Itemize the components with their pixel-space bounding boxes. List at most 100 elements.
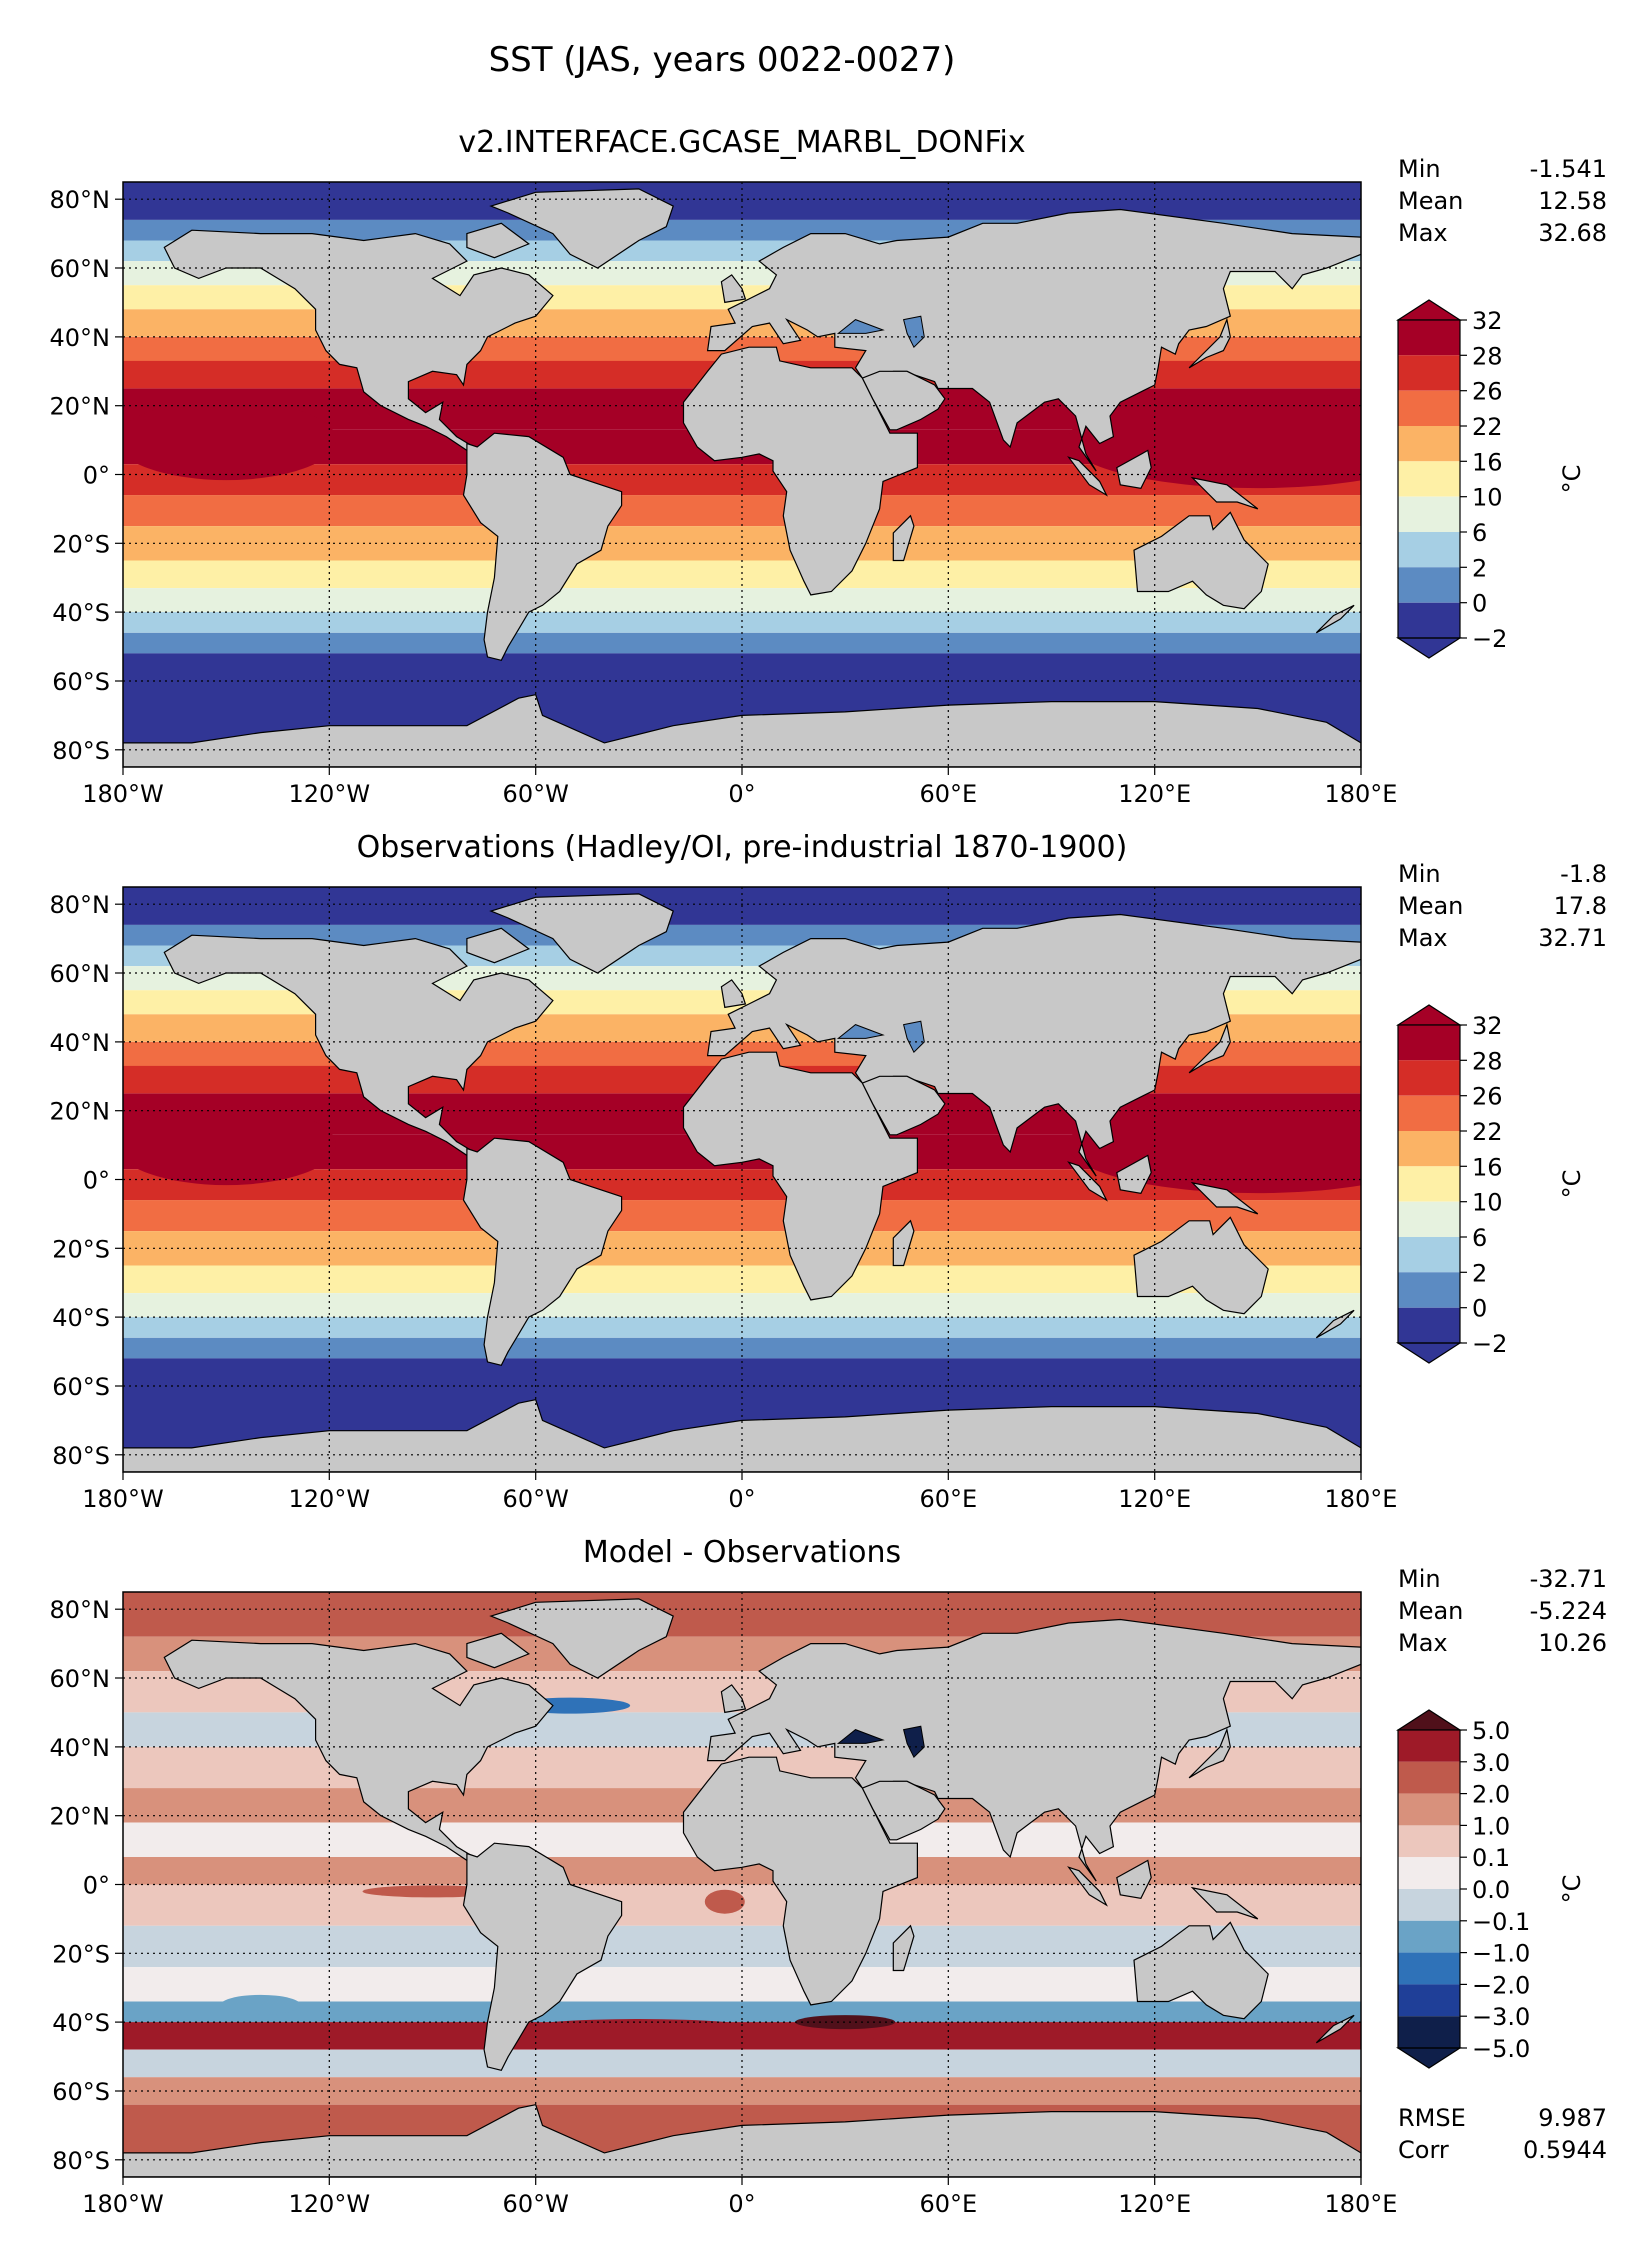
stat-label: Corr xyxy=(1398,2136,1449,2164)
x-tick-label: 120°E xyxy=(1118,1485,1191,1513)
contour-band xyxy=(123,1317,1361,1338)
land-sumatra xyxy=(1067,456,1108,497)
colorbar-unit: °C xyxy=(1558,465,1586,494)
colorbar-tick-label: 28 xyxy=(1472,342,1503,370)
colorbar-segment xyxy=(1398,355,1460,391)
colorbar-tick-label: −0.1 xyxy=(1472,1908,1530,1936)
land-uk xyxy=(720,979,747,1009)
colorbar-tick-label: 28 xyxy=(1472,1047,1503,1075)
colorbar-segment xyxy=(1398,532,1460,568)
colorbar: 5.0 3.0 2.0 1.0 0.1 0.0 −0.1 −1.0 −2.0 −3.0 −5.0 °C xyxy=(1395,1709,1586,2069)
y-tick-label: 20°S xyxy=(52,1940,110,1968)
colorbar-segment xyxy=(1398,567,1460,603)
colorbar-extend-max xyxy=(1395,1004,1463,1026)
land-north-america xyxy=(163,1639,554,1862)
colorbar-extend-min xyxy=(1395,2047,1463,2069)
land-baffin xyxy=(466,927,531,964)
x-tick-label: 180°W xyxy=(82,780,164,808)
panel-observations: Observations (Hadley/OI, pre-industrial … xyxy=(50,830,1608,1513)
stat-label: Mean xyxy=(1398,1597,1463,1625)
y-tick-label: 60°S xyxy=(52,2078,110,2106)
stat-label: Max xyxy=(1398,924,1448,952)
colorbar-segment xyxy=(1398,1825,1460,1858)
y-tick-label: 40°S xyxy=(52,2009,110,2037)
colorbar: 32 28 26 22 16 10 6 2 0 −2 °C xyxy=(1395,299,1586,659)
land-eurasia xyxy=(706,1618,1361,1882)
sea-black-sea xyxy=(836,1024,885,1039)
land-borneo xyxy=(1116,1859,1152,1899)
y-tick-label: 20°S xyxy=(52,530,110,558)
y-tick-label: 80°N xyxy=(50,1596,111,1624)
colorbar-tick-label: 32 xyxy=(1472,307,1503,335)
warm-pool xyxy=(123,1105,337,1186)
x-tick-label: 60°E xyxy=(919,2190,977,2218)
gridlines xyxy=(123,182,1361,767)
colorbar-segment xyxy=(1398,1984,1460,2017)
y-tick-label: 80°S xyxy=(52,737,110,765)
land-sumatra xyxy=(1067,1866,1108,1907)
x-tick-label: 120°W xyxy=(289,2190,371,2218)
land-australia xyxy=(1133,1921,1269,2020)
colorbar-tick-label: −2 xyxy=(1472,1330,1507,1358)
land-mask xyxy=(123,188,1361,767)
x-tick-labels: 180°W 120°W 60°W 0° 60°E 120°E 180°E xyxy=(82,2177,1397,2218)
y-tick-labels: 80°N 60°N 40°N 20°N 0° 20°S 40°S 60°S 80°S xyxy=(50,1596,123,2175)
panel-title: Model - Observations xyxy=(583,1535,901,1570)
colorbar-extend-min xyxy=(1395,1342,1463,1364)
colorbar-segment xyxy=(1398,1889,1460,1921)
y-tick-label: 80°S xyxy=(52,1442,110,1470)
x-tick-label: 0° xyxy=(728,780,755,808)
colorbar-tick-label: 22 xyxy=(1472,1118,1503,1146)
land-antarctica xyxy=(123,694,1361,767)
colorbar-tick-label: 1.0 xyxy=(1472,1812,1510,1840)
panel-title: v2.INTERFACE.GCASE_MARBL_DONFix xyxy=(458,125,1025,160)
y-tick-label: 60°S xyxy=(52,668,110,696)
colorbar-extend-min xyxy=(1395,637,1463,659)
stat-label: Mean xyxy=(1398,892,1463,920)
x-tick-labels: 180°W 120°W 60°W 0° 60°E 120°E 180°E xyxy=(82,1472,1397,1513)
colorbar-extend-max xyxy=(1395,1709,1463,1731)
land-uk xyxy=(720,274,747,304)
colorbar-segment xyxy=(1398,1761,1460,1794)
land-new-guinea xyxy=(1190,1181,1259,1215)
x-tick-label: 120°E xyxy=(1118,780,1191,808)
y-tick-label: 40°N xyxy=(50,324,111,352)
stat-label: Min xyxy=(1398,155,1441,183)
colorbar-segment xyxy=(1398,320,1460,356)
land-south-america xyxy=(462,432,623,661)
colorbar-segment xyxy=(1398,1131,1460,1167)
anomaly-region xyxy=(518,2019,759,2039)
sea-caspian-sea xyxy=(902,1725,925,1759)
colorbar-segment xyxy=(1398,390,1460,426)
land-australia xyxy=(1133,1216,1269,1315)
stat-value: -1.541 xyxy=(1530,155,1607,183)
land-japan xyxy=(1188,1727,1231,1779)
x-tick-label: 180°W xyxy=(82,2190,164,2218)
contour-band xyxy=(123,1200,1361,1232)
stats-box: Min -32.71 Mean -5.224 Max 10.26 xyxy=(1398,1565,1607,1657)
colorbar-segment xyxy=(1398,461,1460,497)
x-tick-label: 60°W xyxy=(503,780,569,808)
panel-model: v2.INTERFACE.GCASE_MARBL_DONFix 80°N 60°N… xyxy=(50,125,1608,808)
land-madagascar xyxy=(892,514,915,562)
land-new-zealand xyxy=(1315,2014,1355,2044)
colorbar-tick-label: 0.0 xyxy=(1472,1876,1510,1904)
x-tick-label: 180°E xyxy=(1325,780,1398,808)
land-borneo xyxy=(1116,1154,1152,1194)
y-tick-labels: 80°N 60°N 40°N 20°N 0° 20°S 40°S 60°S 80°S xyxy=(50,891,123,1470)
land-uk xyxy=(720,1684,747,1714)
rmse-corr-box: RMSE 9.987 Corr 0.5944 xyxy=(1398,2104,1607,2164)
colorbar-tick-label: −3.0 xyxy=(1472,2003,1530,2031)
colorbar-segment xyxy=(1398,496,1460,532)
y-tick-label: 40°S xyxy=(52,1304,110,1332)
stat-label: RMSE xyxy=(1398,2104,1466,2132)
x-tick-label: 180°E xyxy=(1325,2190,1398,2218)
map-area xyxy=(122,1591,1362,2178)
stat-value: -32.71 xyxy=(1530,1565,1607,1593)
colorbar-tick-label: 10 xyxy=(1472,1189,1503,1217)
contour-band xyxy=(123,612,1361,633)
map-area xyxy=(122,886,1362,1473)
colorbar-segment xyxy=(1398,602,1460,638)
y-tick-label: 80°N xyxy=(50,891,111,919)
x-tick-label: 60°E xyxy=(919,780,977,808)
